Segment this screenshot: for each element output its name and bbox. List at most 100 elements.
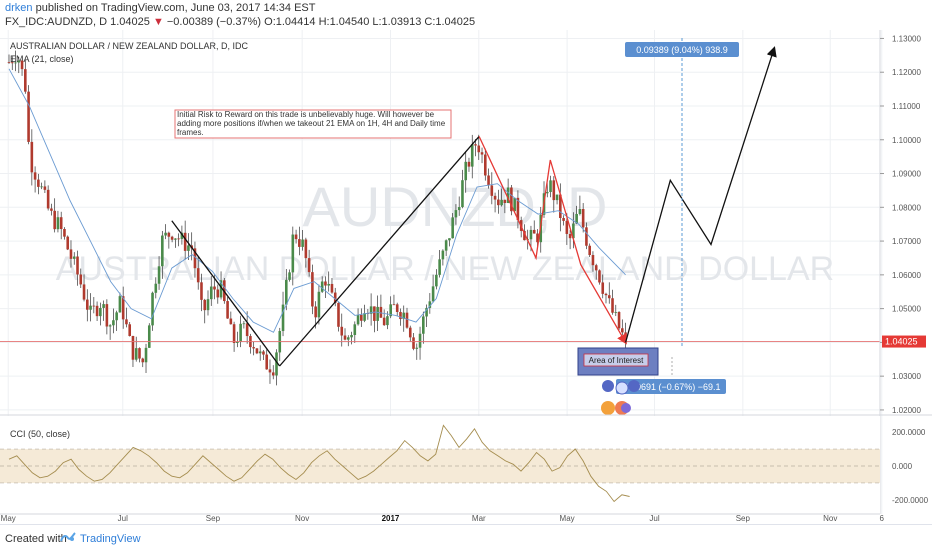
author-link[interactable]: drken [5, 2, 33, 14]
tradingview-logo-icon [60, 532, 76, 542]
candle-body [298, 239, 301, 247]
candle-body [112, 320, 115, 326]
candle-body [353, 324, 357, 336]
candle-body [108, 325, 112, 327]
candle-body [373, 306, 376, 321]
candle-body [360, 314, 363, 321]
candle-body [340, 326, 344, 336]
candle-body [536, 233, 539, 243]
candle-body [441, 250, 445, 260]
candle-body [50, 208, 53, 211]
candle-body [157, 266, 161, 284]
candle-body [555, 194, 559, 201]
measure-up[interactable]: 0.09389 (9.04%) 938.9 [625, 38, 739, 348]
candle-body [601, 282, 605, 294]
candle-body [617, 312, 621, 329]
tradingview-link[interactable]: TradingView [80, 533, 141, 545]
candle-body [624, 332, 627, 337]
candle-body [268, 369, 272, 373]
candle-body [487, 175, 490, 186]
candle-body [288, 272, 291, 280]
candle-body [382, 317, 386, 326]
price-chart[interactable]: AUDNZD, D AUSTRALIAN DOLLAR / NEW ZEALAN… [0, 30, 932, 524]
candle-body [523, 230, 526, 241]
candle-body [85, 299, 89, 310]
candle-body [314, 306, 317, 318]
candle-body [343, 335, 347, 340]
svg-text:1.04025: 1.04025 [885, 337, 918, 347]
candle-body [408, 327, 412, 338]
candle-body [389, 304, 392, 317]
time-axis[interactable]: May Jul Sep Nov 2017 Mar May Jul Sep Nov 6 [1, 514, 885, 523]
candle-body [324, 281, 327, 286]
note-box[interactable]: Initial Risk to Reward on this trade is … [174, 109, 452, 140]
candle-body [24, 69, 27, 92]
candle-body [428, 301, 432, 308]
x-tick-label: Sep [206, 514, 221, 523]
measure-down[interactable]: 0.00691 (−0.67%) −69.1 [616, 357, 726, 394]
candle-body [105, 304, 109, 327]
candle-body [503, 199, 507, 203]
candle-body [493, 195, 497, 200]
published-text: published on TradingView.com, June 03, 2… [32, 2, 316, 14]
candle-body [99, 307, 102, 317]
candle-body [464, 161, 468, 181]
symbol-line: FX_IDC:AUDNZD, D 1.04025 ▼ −0.00389 (−0.… [5, 16, 475, 29]
candle-body [405, 312, 409, 328]
candle-body [20, 60, 24, 70]
candle-body [275, 352, 278, 376]
candle-body [330, 283, 334, 293]
candle-body [461, 180, 464, 208]
candle-body [151, 292, 154, 326]
area-of-interest[interactable]: Area of Interest [577, 347, 659, 376]
candle-body [552, 180, 556, 201]
candle-body [412, 337, 415, 349]
x-tick-label: Nov [823, 514, 837, 523]
candle-body [448, 238, 451, 241]
candle-body [457, 207, 461, 211]
candle-body [607, 295, 611, 299]
candle-body [209, 286, 213, 300]
projection-path [624, 46, 777, 343]
x-tick-label: Jul [118, 514, 128, 523]
candle-body [545, 192, 549, 194]
drawings-layer[interactable] [171, 46, 777, 367]
candle-body [255, 348, 259, 354]
candle-body [565, 220, 569, 234]
candle-body [568, 233, 572, 239]
candle-body [435, 274, 438, 287]
candle-body [118, 296, 122, 313]
event-markers[interactable] [601, 380, 640, 415]
candle-body [271, 372, 275, 376]
x-tick-label: Mar [472, 514, 486, 523]
y-tick-label: 1.07000 [892, 237, 921, 246]
candle-body [265, 354, 269, 370]
candle-body [200, 282, 203, 300]
measure-up-label: 0.09389 (9.04%) 938.9 [636, 45, 728, 55]
candle-body [164, 232, 167, 236]
candle-body [386, 316, 389, 326]
candle-body [327, 283, 331, 286]
candle-body [585, 227, 588, 246]
candle-body [258, 351, 262, 354]
x-tick-label: 6 [880, 514, 885, 523]
candle-body [213, 286, 216, 290]
candle-body [490, 185, 494, 196]
candle-body [477, 145, 481, 153]
created-with-label: Created with [5, 533, 67, 545]
candle-body [575, 213, 578, 224]
y-tick-label: 1.13000 [892, 34, 921, 43]
candle-body [506, 187, 510, 203]
price-change: −0.00389 (−0.37%) [163, 16, 262, 28]
red-swing-path [478, 136, 627, 345]
candle-body [591, 255, 595, 266]
candle-body [444, 240, 448, 251]
candle-body [33, 172, 37, 180]
candle-body [144, 347, 148, 363]
y-tick-label: 1.06000 [892, 271, 921, 280]
candle-body [438, 259, 441, 275]
candle-body [27, 91, 30, 142]
candle-body [621, 328, 624, 333]
candle-body [131, 335, 135, 360]
price-axis[interactable]: 1.13000 1.12000 1.11000 1.10000 1.09000 1.080… [880, 34, 921, 415]
